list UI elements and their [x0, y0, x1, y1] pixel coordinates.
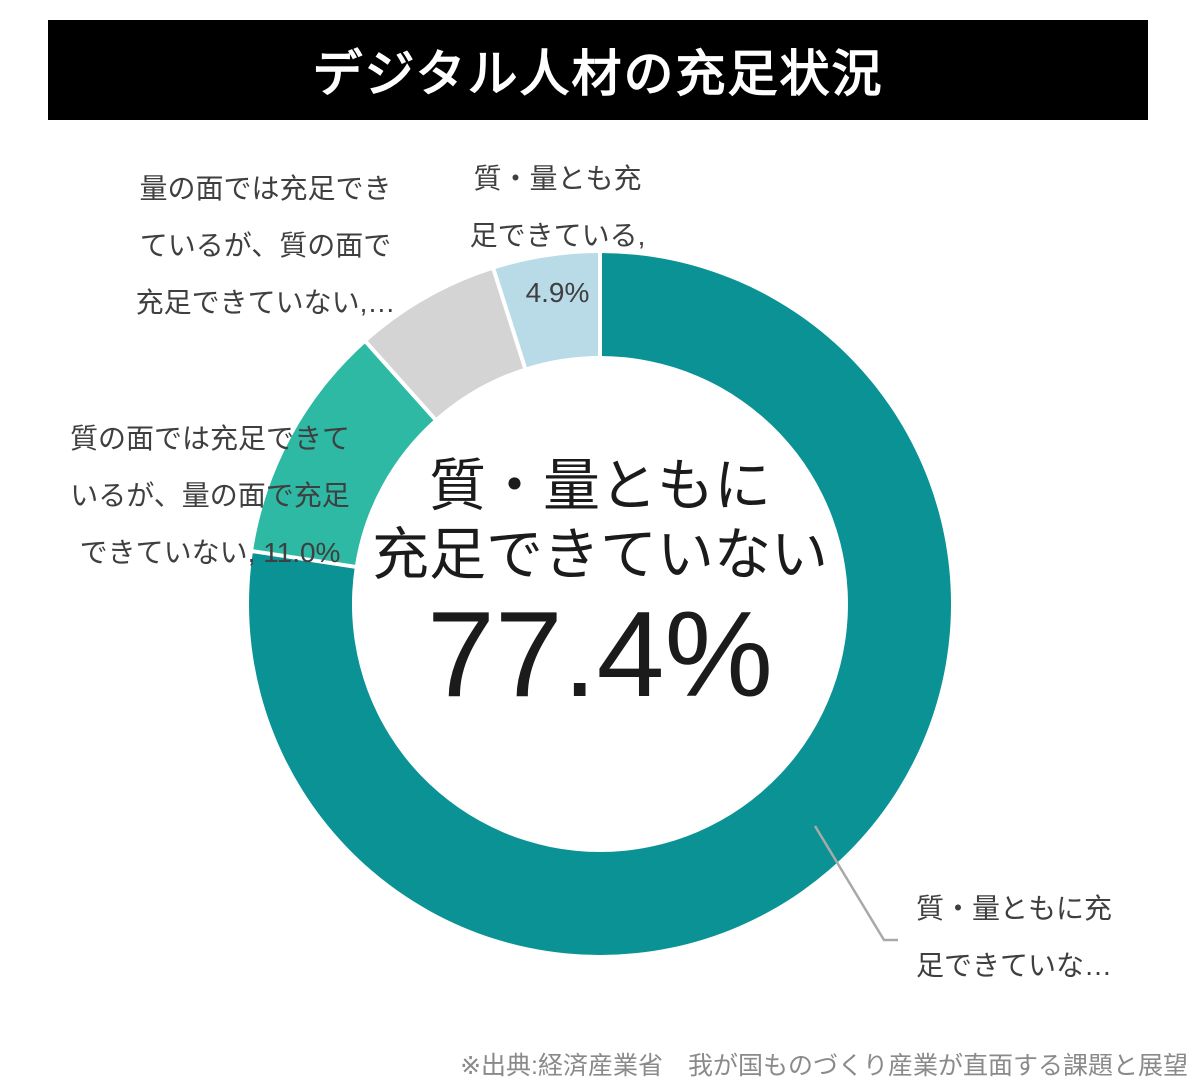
leader-line [813, 825, 898, 942]
callout-line: できていない, 11.0% [79, 537, 341, 568]
callout-line: 量の面では充足でき [139, 173, 392, 204]
callout-line: ているが、質の面で [139, 230, 392, 261]
source-note: ※出典:経済産業省 我が国ものづくり産業が直面する課題と展望 [460, 1052, 1188, 1080]
segment-divider [362, 338, 439, 423]
segment-divider [249, 548, 359, 570]
callout-line: 質・量ともに充 [915, 893, 1112, 924]
callout-quantity-sufficient: 量の面では充足でき ているが、質の面で 充足できていない,… [118, 160, 413, 331]
callout-line: いるが、量の面で充足 [70, 480, 350, 511]
donut-segment-0 [249, 253, 952, 955]
callout-quality-sufficient: 質の面では充足できて いるが、量の面で充足 できていない, 11.0% [56, 410, 364, 581]
callout-both-insufficient: 質・量ともに充 足できていな… [898, 880, 1130, 994]
callout-line: 足できている, [469, 220, 646, 251]
callout-value: 4.9% [525, 277, 590, 308]
donut-segment-2 [366, 269, 525, 419]
callout-both-sufficient: 質・量とも充 足できている, 4.9% [415, 150, 700, 321]
callout-line: 足できていな… [915, 950, 1112, 981]
callout-line: 質の面では充足できて [69, 423, 350, 454]
donut-center-label: 質・量ともに 充足できていない 77.4% [300, 452, 900, 722]
callout-line: 質・量とも充 [473, 163, 642, 194]
center-label-line2: 充足できていない [372, 523, 828, 587]
center-percentage: 77.4% [427, 586, 773, 722]
callout-line: 充足できていない,… [135, 287, 396, 318]
donut-segment-3 [493, 252, 600, 368]
segment-divider [490, 265, 528, 372]
page-title: デジタル人材の充足状況 [312, 46, 884, 102]
center-label-line1: 質・量ともに [429, 454, 771, 518]
title-bar: デジタル人材の充足状況 [48, 20, 1148, 120]
donut-segment-1 [253, 342, 435, 567]
